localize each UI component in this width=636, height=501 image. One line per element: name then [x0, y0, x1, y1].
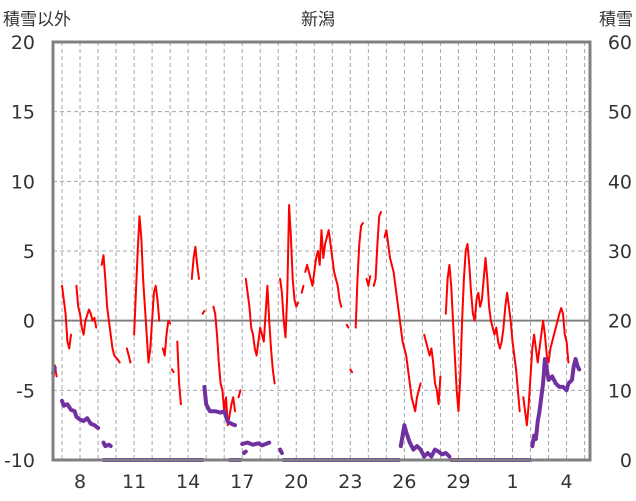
x-tick-label: 8 — [74, 471, 86, 493]
series-line — [345, 323, 350, 329]
right-tick-label: 60 — [608, 32, 632, 54]
series-line — [530, 357, 582, 449]
right-tick-label: 50 — [608, 102, 632, 124]
chart-title: 新潟 — [301, 10, 335, 30]
x-tick-label: 14 — [176, 471, 200, 493]
series-line — [244, 277, 276, 385]
left-tick-label: 5 — [23, 241, 35, 263]
left-tick-label: -10 — [4, 450, 35, 472]
series-line — [100, 254, 121, 364]
series-line — [237, 389, 242, 399]
series-line — [75, 284, 98, 336]
x-tick-label: 11 — [122, 471, 146, 493]
x-tick-label: 1 — [506, 471, 518, 493]
series-layer — [51, 204, 582, 462]
plot-border — [51, 40, 592, 462]
series-line — [423, 333, 442, 406]
series-line — [242, 449, 248, 455]
series-line — [161, 319, 172, 357]
series-line — [190, 245, 200, 280]
right-tick-label: 20 — [608, 311, 632, 333]
series-line — [240, 440, 272, 448]
series-line — [278, 447, 284, 455]
series-line — [279, 204, 300, 339]
series-line — [176, 340, 182, 406]
series-line — [304, 229, 343, 308]
x-tick-label: 26 — [392, 471, 416, 493]
left-axis: -10 -5 0 5 10 15 20 — [4, 32, 35, 472]
series-line — [522, 307, 570, 427]
series-line — [201, 309, 206, 315]
x-tick-label: 4 — [561, 471, 573, 493]
series-line — [383, 229, 422, 413]
right-axis: 0 10 20 30 40 50 60 — [608, 32, 632, 472]
series-line — [202, 384, 237, 428]
left-tick-label: 10 — [11, 171, 35, 193]
left-tick-label: -5 — [16, 380, 35, 402]
x-tick-label: 29 — [446, 471, 470, 493]
series-line — [354, 222, 364, 329]
x-tick-label: 23 — [338, 471, 362, 493]
left-tick-label: 20 — [11, 32, 35, 54]
series-line — [349, 368, 354, 374]
left-tick-label: 15 — [11, 102, 35, 124]
right-tick-label: 30 — [608, 241, 632, 263]
right-tick-label: 0 — [620, 450, 632, 472]
series-line — [170, 368, 175, 374]
x-tick-label: 20 — [284, 471, 308, 493]
series-line — [300, 284, 305, 294]
series-line — [101, 440, 113, 449]
series-line — [61, 284, 72, 350]
x-tick-label: 17 — [230, 471, 254, 493]
plot-frame — [51, 40, 592, 462]
right-axis-title: 積雪 — [599, 10, 633, 30]
series-line — [133, 215, 161, 364]
left-tick-label: 0 — [23, 311, 35, 333]
series-line — [398, 423, 452, 459]
series-line — [60, 398, 101, 430]
right-tick-label: 10 — [608, 380, 632, 402]
series-line — [444, 243, 521, 413]
left-axis-title: 積雪以外 — [3, 10, 71, 30]
right-tick-label: 40 — [608, 171, 632, 193]
x-axis: 8 11 14 17 20 23 26 29 1 4 — [74, 471, 573, 493]
series-line — [125, 347, 132, 364]
series-line — [372, 211, 382, 287]
series-line — [365, 275, 372, 287]
